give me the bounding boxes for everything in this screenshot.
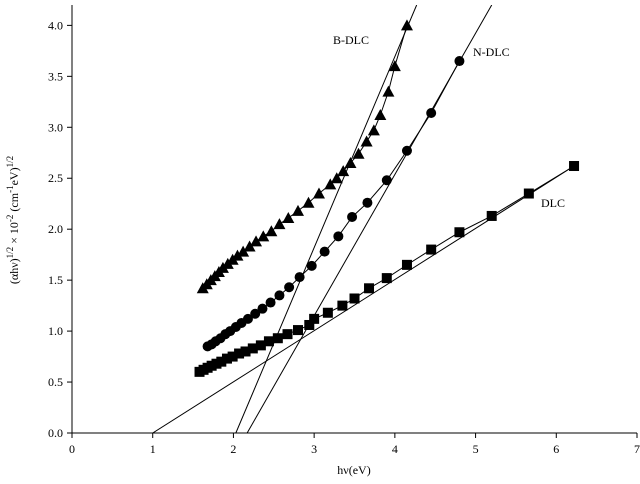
square-marker [304,319,315,330]
square-marker [216,356,227,367]
circle-marker [333,231,344,242]
triangle-marker [237,245,250,257]
circle-marker [426,108,437,119]
square-marker [282,329,293,340]
y-tick-label: 3.0 [48,120,63,134]
square-marker [240,346,251,357]
y-axis-label: (αhν)1/2 × 10-2 (cm-1eV)1/2 [5,156,21,284]
x-tick-label: 4 [392,442,398,456]
triangle-marker [382,85,395,97]
square-marker [337,300,348,311]
triangle-marker [257,230,270,242]
circle-marker [454,56,465,67]
triangle-marker [388,60,401,72]
triangle-marker [374,109,387,121]
square-marker [272,333,283,344]
x-tick-label: 5 [473,442,479,456]
square-marker [221,353,232,364]
circle-marker [401,145,412,156]
triangle-marker [250,235,263,247]
square-marker [426,244,437,255]
circle-marker [381,175,392,186]
square-marker [381,273,392,284]
circle-marker [242,313,253,324]
triangle-marker [330,172,343,184]
x-tick-label: 7 [634,442,640,456]
circle-marker [319,246,330,257]
y-tick-label: 1.0 [48,324,63,338]
y-label-superscript: -2 [5,215,15,223]
circle-marker [362,197,373,208]
x-tick-label: 3 [311,442,317,456]
x-tick-label: 6 [553,442,559,456]
y-label-part: × 10 [7,222,21,247]
square-marker [234,348,245,359]
series-line [207,60,460,347]
square-marker [454,227,465,238]
x-tick-label: 0 [69,442,75,456]
square-marker [364,283,375,294]
triangle-marker [282,211,295,223]
fit-line [152,165,575,433]
square-marker [523,188,534,199]
x-tick-label: 2 [230,442,236,456]
series-line [199,165,575,373]
series-label: N-DLC [473,45,510,59]
square-marker [322,307,333,318]
square-marker [255,340,266,351]
square-marker [486,210,497,221]
circle-marker [294,272,305,283]
triangle-marker [360,135,373,147]
y-label-part: (αhν) [7,258,21,284]
circle-marker [250,308,261,319]
triangle-marker [243,240,256,252]
y-tick-label: 2.0 [48,222,63,236]
series-label: B-DLC [333,33,369,47]
triangle-marker [273,218,286,230]
circle-marker [274,290,285,301]
y-label-superscript: -1 [5,185,15,193]
triangle-marker [324,178,337,190]
square-marker [569,161,580,172]
triangle-marker [352,147,365,159]
triangle-marker [292,204,304,216]
y-tick-label: 3.5 [48,69,63,83]
square-marker [293,325,303,336]
triangle-marker [344,156,357,168]
series-line [202,25,408,289]
y-label-superscript: 1/2 [5,247,15,259]
triangle-marker [312,187,325,199]
square-marker [349,293,360,304]
circle-marker [306,260,317,271]
triangle-marker [231,249,244,261]
y-tick-label: 1.5 [48,273,63,287]
square-marker [263,336,274,347]
triangle-marker [367,124,380,136]
y-tick-label: 0.5 [48,375,63,389]
fit-line [235,5,418,433]
y-tick-label: 0.0 [48,426,63,440]
triangle-marker [400,19,413,31]
circle-marker [265,297,276,308]
y-tick-label: 4.0 [48,18,63,32]
y-label-part: eV) [7,167,21,185]
square-marker [247,343,258,354]
square-marker [227,351,238,362]
y-tick-label: 2.5 [48,171,63,185]
square-marker [401,259,412,270]
series-label: DLC [541,196,565,210]
square-marker [309,313,320,324]
triangle-marker [302,196,315,208]
triangle-marker [337,165,350,177]
triangle-marker [265,225,278,237]
y-label-superscript: 1/2 [5,156,15,168]
circle-marker [257,303,268,314]
x-axis-label: hν(eV) [337,463,370,477]
y-label-part: (cm [7,192,21,214]
circle-marker [347,211,358,222]
x-tick-label: 1 [150,442,156,456]
circle-marker [284,282,295,293]
